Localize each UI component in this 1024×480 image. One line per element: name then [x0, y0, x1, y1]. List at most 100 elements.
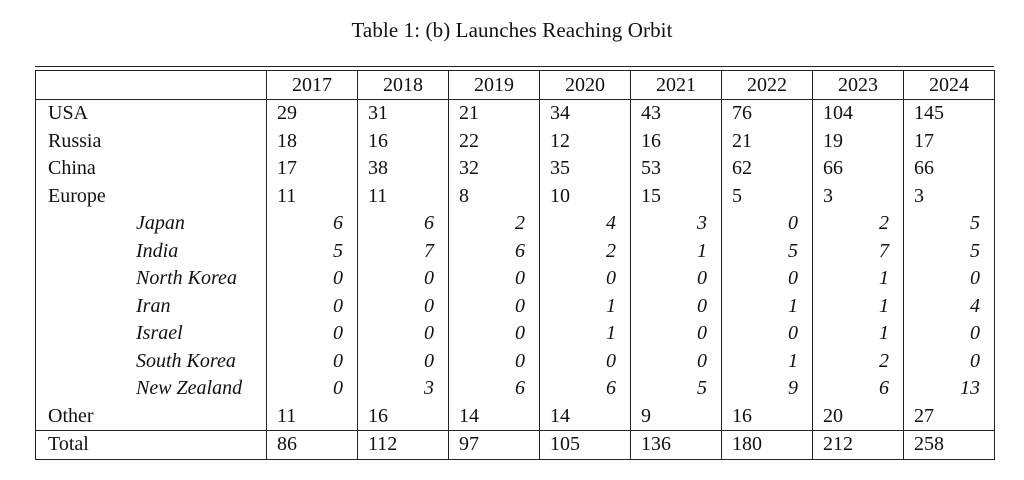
year-header: 2021: [630, 70, 722, 100]
table-row-other: Other 11 16 14 14 9 16 20 27: [36, 402, 995, 431]
cell-value: 66: [903, 155, 995, 183]
cell-value: 1: [721, 347, 813, 375]
year-header: 2017: [266, 70, 358, 100]
row-label: South Korea: [136, 349, 236, 372]
cell-value: 2: [539, 237, 631, 265]
cell-value: 3: [357, 375, 449, 403]
cell-value: 1: [539, 292, 631, 320]
table-body: USA 29 31 21 34 43 76 104 145 Russia 18 16 22 12 16 21 1…: [35, 99, 995, 460]
cell-value: 0: [903, 320, 995, 348]
cell-value: 66: [812, 155, 904, 183]
cell-value: 0: [448, 292, 540, 320]
cell-value: 21: [721, 127, 813, 155]
cell-value: 2: [812, 347, 904, 375]
cell-value: 145: [903, 99, 995, 128]
cell-value: 2: [812, 210, 904, 238]
year-header: 2020: [539, 70, 631, 100]
cell-value: 0: [448, 347, 540, 375]
row-label: Israel: [136, 322, 183, 344]
cell-value: 0: [630, 347, 722, 375]
cell-value: 12: [539, 127, 631, 155]
cell-value: 6: [448, 375, 540, 403]
cell-value: 112: [357, 430, 449, 460]
row-label: India: [136, 239, 179, 262]
table-row-russia: Russia 18 16 22 12 16 21 19 17: [36, 127, 995, 155]
cell-value: 0: [721, 320, 813, 348]
cell-value: 1: [539, 320, 631, 348]
cell-value: 38: [357, 155, 449, 183]
cell-value: 0: [266, 265, 358, 293]
row-label: New Zealand: [136, 377, 243, 399]
header-corner: [35, 70, 267, 100]
row-label: USA: [48, 102, 89, 124]
cell-value: 1: [812, 320, 904, 348]
cell-value: 20: [812, 402, 904, 431]
cell-value: 104: [812, 99, 904, 128]
cell-value: 0: [539, 265, 631, 293]
cell-value: 0: [630, 320, 722, 348]
cell-value: 180: [721, 430, 813, 460]
table-row-europe: Europe 11 11 8 10 15 5 3 3: [36, 182, 995, 210]
cell-value: 11: [357, 182, 449, 210]
cell-value: 7: [357, 237, 449, 265]
cell-value: 0: [266, 292, 358, 320]
cell-value: 97: [448, 430, 540, 460]
cell-value: 5: [630, 375, 722, 403]
row-label: China: [48, 157, 96, 179]
cell-value: 105: [539, 430, 631, 460]
table-row-total: Total 86 112 97 105 136 180 212 258: [35, 430, 995, 460]
cell-value: 0: [266, 320, 358, 348]
launches-table: 2017 2018 2019 2020 2021 2022 2023 2024 …: [35, 70, 995, 460]
cell-value: 0: [357, 265, 449, 293]
cell-value: 6: [266, 210, 358, 238]
cell-value: 13: [903, 375, 995, 403]
cell-value: 31: [357, 99, 449, 128]
cell-value: 136: [630, 430, 722, 460]
cell-value: 3: [812, 182, 904, 210]
cell-value: 11: [266, 182, 358, 210]
cell-value: 3: [903, 182, 995, 210]
cell-value: 9: [630, 402, 722, 431]
cell-value: 7: [812, 237, 904, 265]
cell-value: 86: [266, 430, 358, 460]
row-label: Other: [48, 404, 94, 427]
cell-value: 6: [539, 375, 631, 403]
cell-value: 14: [448, 402, 540, 431]
cell-value: 0: [721, 265, 813, 293]
table-row-usa: USA 29 31 21 34 43 76 104 145: [36, 99, 995, 128]
cell-value: 5: [721, 237, 813, 265]
row-label: Iran: [136, 294, 171, 317]
cell-value: 22: [448, 127, 540, 155]
cell-value: 18: [266, 127, 358, 155]
cell-value: 3: [630, 210, 722, 238]
cell-value: 9: [721, 375, 813, 403]
year-header: 2019: [448, 70, 540, 100]
cell-value: 16: [630, 127, 722, 155]
cell-value: 0: [630, 292, 722, 320]
table-row-south-korea: South Korea 0 0 0 0 0 1 2 0: [36, 347, 995, 375]
cell-value: 17: [903, 127, 995, 155]
table-row-north-korea: North Korea 0 0 0 0 0 0 1 0: [36, 265, 995, 293]
cell-value: 5: [903, 210, 995, 238]
cell-value: 0: [266, 375, 358, 403]
header-row: 2017 2018 2019 2020 2021 2022 2023 2024: [35, 70, 995, 100]
table-row-india: India 5 7 6 2 1 5 7 5: [36, 237, 995, 265]
cell-value: 6: [448, 237, 540, 265]
table-caption: Table 1: (b) Launches Reaching Orbit: [351, 18, 673, 42]
cell-value: 5: [903, 237, 995, 265]
cell-value: 0: [357, 320, 449, 348]
cell-value: 0: [448, 265, 540, 293]
cell-value: 1: [812, 265, 904, 293]
cell-value: 19: [812, 127, 904, 155]
cell-value: 4: [539, 210, 631, 238]
cell-value: 15: [630, 182, 722, 210]
row-label: North Korea: [136, 267, 237, 289]
cell-value: 62: [721, 155, 813, 183]
cell-value: 0: [630, 265, 722, 293]
cell-value: 43: [630, 99, 722, 128]
cell-value: 76: [721, 99, 813, 128]
cell-value: 1: [630, 237, 722, 265]
cell-value: 21: [448, 99, 540, 128]
year-header: 2022: [721, 70, 813, 100]
table-row-new-zealand: New Zealand 0 3 6 6 5 9 6 13: [36, 375, 995, 403]
